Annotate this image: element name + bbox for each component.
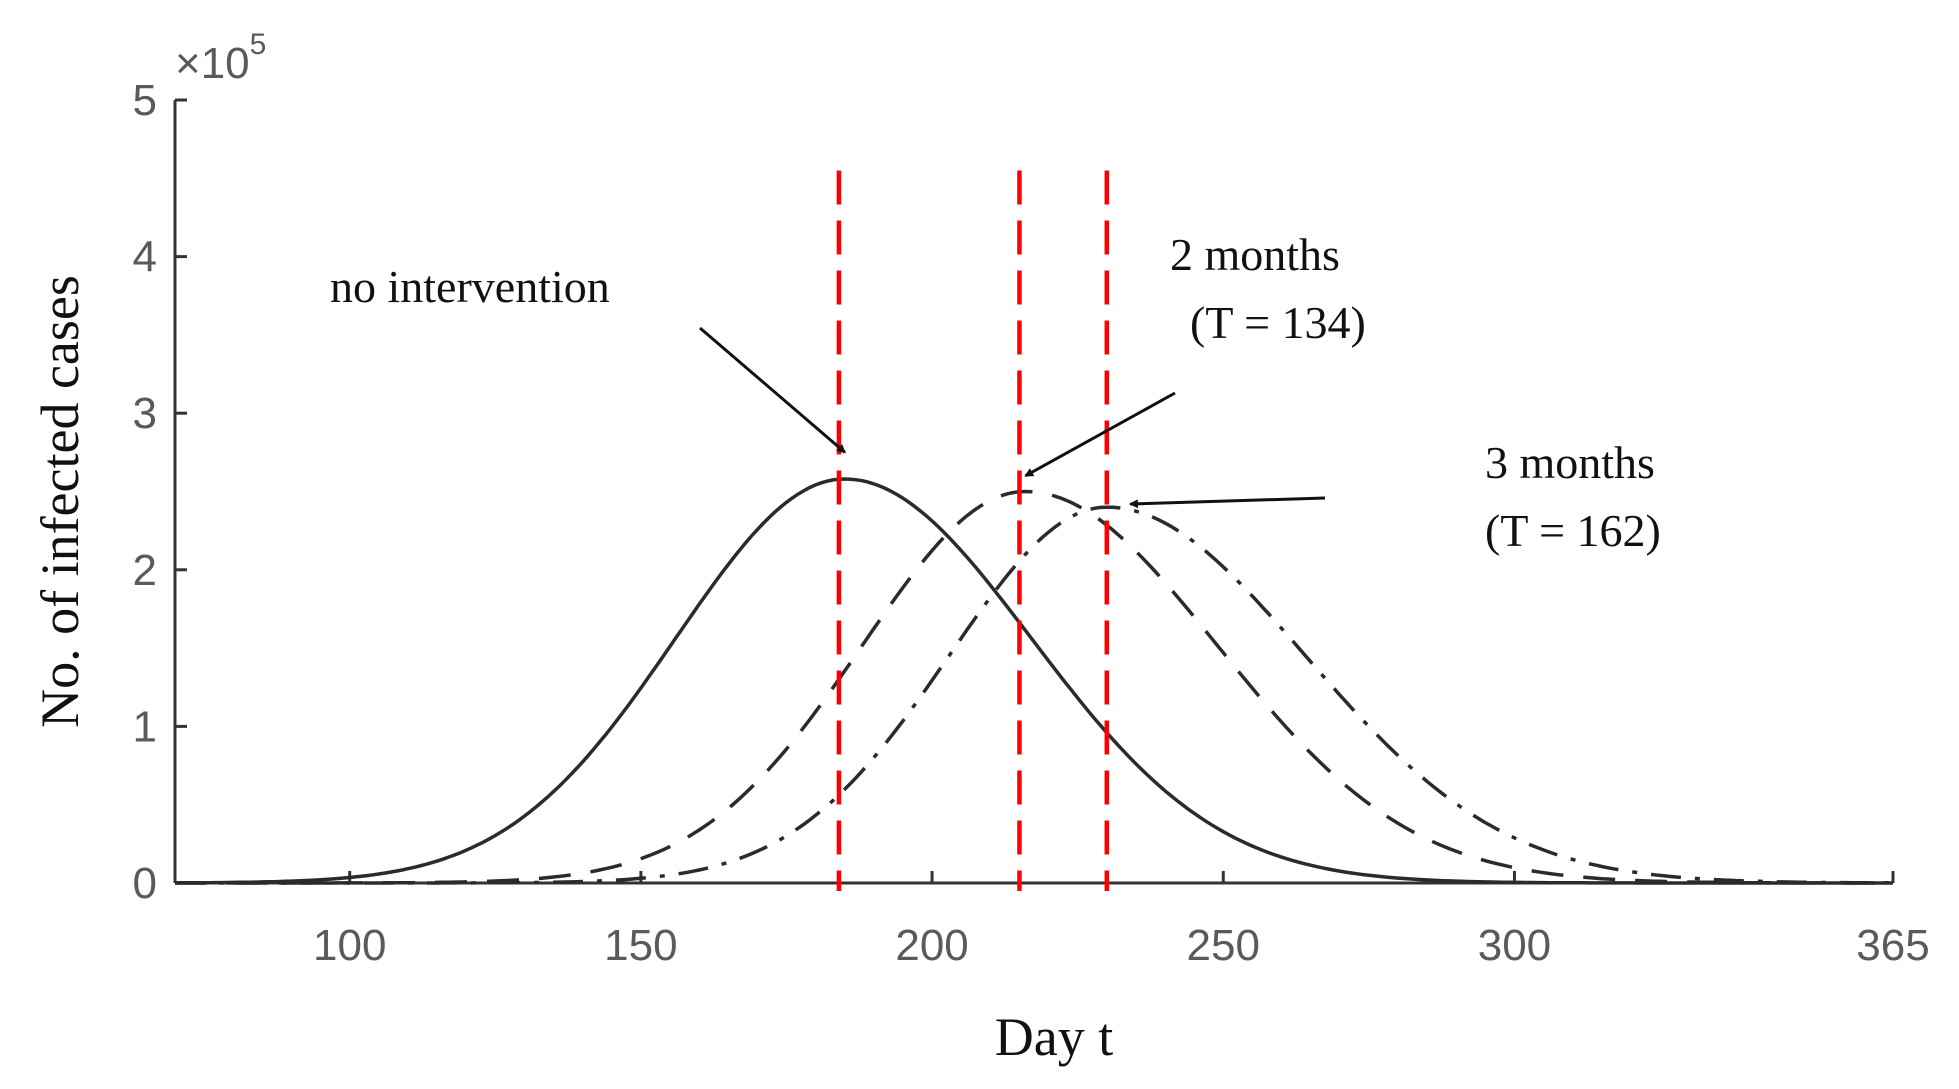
annotation-arrow-two-months bbox=[1024, 391, 1176, 478]
series-line-1 bbox=[175, 477, 1893, 885]
y-tick-label: 2 bbox=[133, 546, 157, 595]
x-tick-label: 200 bbox=[895, 921, 968, 970]
annotation-three-months-line-2: (T = 162) bbox=[1485, 505, 1661, 556]
y-multiplier-exponent: 5 bbox=[250, 28, 267, 61]
series-line-2 bbox=[175, 489, 1893, 885]
y-tick-label: 3 bbox=[133, 389, 157, 438]
y-axis-title: No. of infected cases bbox=[30, 275, 90, 728]
x-tick-label: 365 bbox=[1856, 921, 1929, 970]
x-axis-title: Day t bbox=[995, 1007, 1113, 1067]
y-multiplier-label: ×105 bbox=[175, 28, 266, 88]
y-tick-label: 5 bbox=[133, 76, 157, 125]
x-tick-label: 150 bbox=[604, 921, 677, 970]
x-tick-label: 250 bbox=[1187, 921, 1260, 970]
annotation-two-months-line-1: 2 months bbox=[1170, 229, 1340, 280]
annotation-two-months-line-2: (T = 134) bbox=[1190, 297, 1366, 348]
annotation-arrow-no-intervention bbox=[699, 326, 846, 454]
y-multiplier-base: ×10 bbox=[175, 39, 250, 88]
annotation-no-intervention-line-1: no intervention bbox=[330, 261, 610, 312]
annotation-three-months-line-1: 3 months bbox=[1485, 437, 1655, 488]
x-tick-label: 300 bbox=[1478, 921, 1551, 970]
annotation-arrow-three-months bbox=[1128, 496, 1326, 509]
y-tick-label: 0 bbox=[133, 859, 157, 908]
y-tick-label: 1 bbox=[133, 702, 157, 751]
series-line-3 bbox=[175, 505, 1894, 885]
x-tick-label: 100 bbox=[313, 921, 386, 970]
y-tick-label: 4 bbox=[133, 233, 157, 282]
